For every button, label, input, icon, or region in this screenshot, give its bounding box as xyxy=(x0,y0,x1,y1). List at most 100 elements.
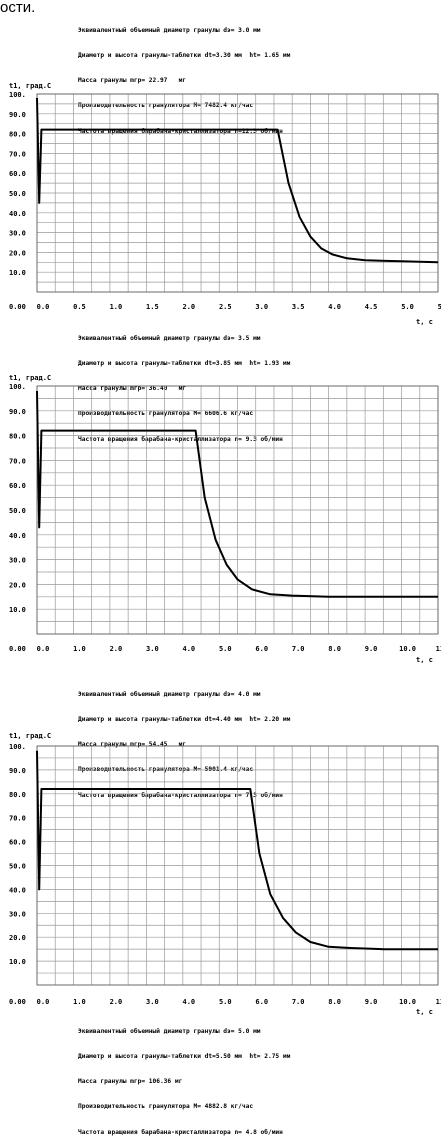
x-tick-label: 8.0 xyxy=(328,998,341,1006)
param-line: Диаметр и высота гранулы-таблетки dt=4.4… xyxy=(78,716,291,724)
y-tick-label: 30.0 xyxy=(9,557,26,565)
y-tick-label: 0.00 xyxy=(9,998,26,1006)
series-line xyxy=(36,390,438,598)
y-tick-label: 60.0 xyxy=(9,170,26,178)
x-tick-label: 4.5 xyxy=(365,303,378,311)
param-line: Производительность гранулятора M= 6606.6… xyxy=(78,410,254,418)
param-line: Эквивалентный объемный диаметр гранулы d… xyxy=(78,690,261,698)
y-tick-label: 0.00 xyxy=(9,303,26,311)
y-axis-label: t1, град.С xyxy=(9,374,51,382)
y-tick-label: 20.0 xyxy=(9,581,26,589)
y-tick-label: 50.0 xyxy=(9,507,26,515)
x-tick-label: 5.0 xyxy=(219,645,232,653)
x-tick-label: 2.0 xyxy=(110,645,123,653)
x-tick-label: 5.0 xyxy=(219,998,232,1006)
param-line: Эквивалентный объемный диаметр гранулы d… xyxy=(78,1027,261,1035)
panel-2-parameters: Эквивалентный объемный диаметр гранулы d… xyxy=(78,318,290,452)
x-tick-label: 3.0 xyxy=(146,998,159,1006)
x-tick-label: 7.0 xyxy=(292,998,305,1006)
x-tick-label: 6.0 xyxy=(255,645,268,653)
y-tick-label: 80.0 xyxy=(9,791,26,799)
y-tick-label: 0.00 xyxy=(9,645,26,653)
param-line: Частота вращения барабана-кристаллизатор… xyxy=(78,127,283,135)
y-axis-label: t1, град.С xyxy=(9,732,51,740)
x-tick-label: 10.0 xyxy=(399,998,416,1006)
x-axis-label: t, c xyxy=(416,1008,433,1016)
y-tick-label: 100. xyxy=(9,383,26,391)
x-tick-label: 1.0 xyxy=(73,998,86,1006)
y-tick-label: 30.0 xyxy=(9,910,26,918)
grid xyxy=(36,93,439,293)
x-tick-label: 9.0 xyxy=(365,998,378,1006)
y-tick-label: 70.0 xyxy=(9,815,26,823)
param-line: Масса гранулы mгр= 22.97 мг xyxy=(78,77,187,85)
y-tick-label: 80.0 xyxy=(9,433,26,441)
chart-panel-3: 0.00 10.0 20.0 30.0 40.0 50.0 60.0 70.0 80.0 90.0… xyxy=(0,730,441,1020)
y-tick-label: 70.0 xyxy=(9,457,26,465)
chart-panel-1: 0.00 10.0 20.0 30.0 40.0 50.0 60.0 70.0 80.0 90.0… xyxy=(0,80,441,328)
y-tick-label: 60.0 xyxy=(9,482,26,490)
x-tick-label: 4.0 xyxy=(182,998,195,1006)
y-tick-label: 50.0 xyxy=(9,190,26,198)
y-tick-label: 60.0 xyxy=(9,839,26,847)
y-tick-label: 100. xyxy=(9,743,26,751)
param-line: Частота вращения барабана-кристаллизатор… xyxy=(78,435,283,443)
param-line: Диаметр и высота гранулы-таблетки dt=5.5… xyxy=(78,1053,291,1061)
x-tick-label: 0.5 xyxy=(73,303,86,311)
x-tick-label: 4.0 xyxy=(182,645,195,653)
param-line: Производительность гранулятора M= 4882.8… xyxy=(78,1103,254,1111)
y-tick-label: 30.0 xyxy=(9,230,26,238)
x-tick-label: 1.0 xyxy=(73,645,86,653)
y-tick-label: 100. xyxy=(9,91,26,99)
x-tick-label: 2.0 xyxy=(110,998,123,1006)
panel-1-parameters: Эквивалентный объемный диаметр гранулы d… xyxy=(78,10,290,144)
y-tick-label: 70.0 xyxy=(9,150,26,158)
x-tick-label: 3.0 xyxy=(146,645,159,653)
x-tick-label: 2.5 xyxy=(219,303,232,311)
x-tick-label: 3.0 xyxy=(255,303,268,311)
y-tick-label: 10.0 xyxy=(9,958,26,966)
x-axis-label: t, c xyxy=(416,656,433,664)
x-axis-label: t, c xyxy=(416,318,433,326)
chart-3: 0.00 10.0 20.0 30.0 40.0 50.0 60.0 70.0 80.0 90.0… xyxy=(9,732,441,1016)
param-line: Частота вращения барабана-кристаллизатор… xyxy=(78,1128,283,1136)
y-tick-label: 90.0 xyxy=(9,767,26,775)
chart-panel-2: 0.00 10.0 20.0 30.0 40.0 50.0 60.0 70.0 80.0 90.0… xyxy=(0,372,441,672)
y-tick-label: 90.0 xyxy=(9,408,26,416)
x-tick-label: 2.0 xyxy=(182,303,195,311)
plot-frame xyxy=(36,385,439,635)
y-tick-label: 10.0 xyxy=(9,606,26,614)
bottom-parameters: Эквивалентный объемный диаметр гранулы d… xyxy=(78,1011,290,1145)
y-tick-label: 10.0 xyxy=(9,269,26,277)
param-line: Масса гранулы mгр= 36.40 мг xyxy=(78,385,187,393)
x-tick-label: 0.0 xyxy=(37,303,50,311)
plot-frame xyxy=(36,745,439,986)
x-tick-label: 0.0 xyxy=(37,645,50,653)
x-tick-label: 0.0 xyxy=(37,998,50,1006)
x-tick-label: 5.5 xyxy=(438,303,441,311)
param-line: Эквивалентный объемный диаметр гранулы d… xyxy=(78,26,261,34)
y-tick-label: 80.0 xyxy=(9,131,26,139)
param-line: Диаметр и высота гранулы-таблетки dt=3.8… xyxy=(78,360,291,368)
x-tick-label: 5.0 xyxy=(401,303,414,311)
chart-2: 0.00 10.0 20.0 30.0 40.0 50.0 60.0 70.0 80.0 90.0… xyxy=(9,374,441,664)
grid xyxy=(36,385,439,635)
x-tick-label: 6.0 xyxy=(255,998,268,1006)
param-line: Диаметр и высота гранулы-таблетки dt=3.3… xyxy=(78,52,291,60)
y-tick-label: 90.0 xyxy=(9,111,26,119)
y-tick-label: 40.0 xyxy=(9,532,26,540)
y-tick-label: 50.0 xyxy=(9,863,26,871)
y-tick-label: 40.0 xyxy=(9,886,26,894)
x-tick-label: 11.0 xyxy=(436,998,441,1006)
param-line: Масса гранулы mгр= 54.45 мг xyxy=(78,741,187,749)
cropped-text-fragment: ости. xyxy=(0,0,36,16)
y-axis-label: t1, град.С xyxy=(9,82,51,90)
x-tick-label: 8.0 xyxy=(328,645,341,653)
x-tick-label: 11.0 xyxy=(436,645,441,653)
x-tick-label: 7.0 xyxy=(292,645,305,653)
x-tick-label: 9.0 xyxy=(365,645,378,653)
chart-1: 0.00 10.0 20.0 30.0 40.0 50.0 60.0 70.0 80.0 90.0… xyxy=(9,82,441,326)
param-line: Масса гранулы mгр= 106.36 мг xyxy=(78,1078,183,1086)
y-tick-label: 20.0 xyxy=(9,249,26,257)
series-line xyxy=(36,750,438,951)
